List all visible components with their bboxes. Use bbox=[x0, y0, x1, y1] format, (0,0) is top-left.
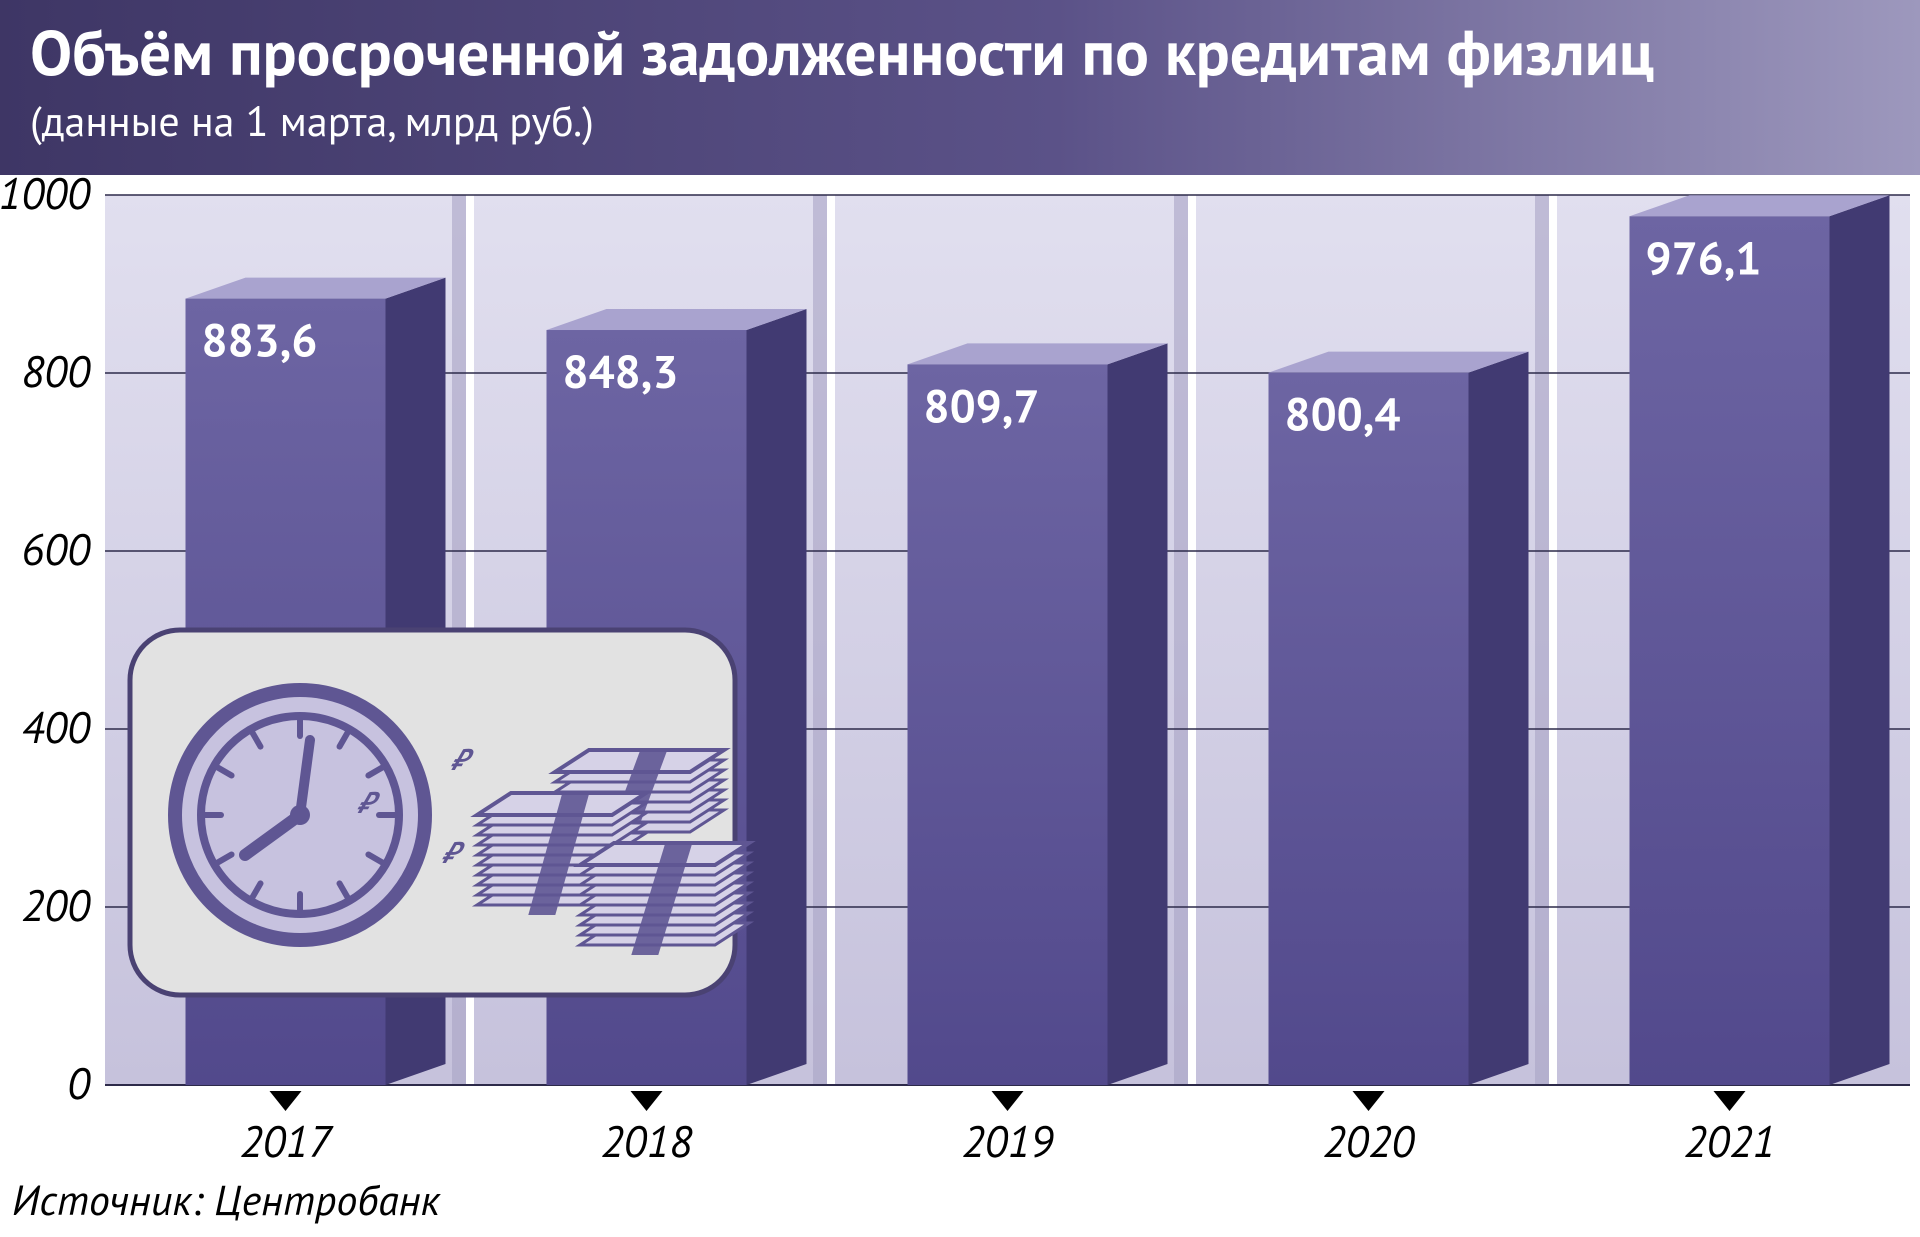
y-tick-label: 600 bbox=[21, 521, 91, 578]
y-tick-label: 1000 bbox=[0, 175, 91, 222]
x-tick-marker bbox=[1714, 1091, 1746, 1111]
bar-chart: 0 200 400 600 800 1000 883,6 848,3 809,7 800,4 97… bbox=[0, 175, 1920, 1177]
x-tick-label: 2017 bbox=[240, 1113, 335, 1170]
chart-subtitle: (данные на 1 марта, млрд руб.) bbox=[30, 93, 1890, 148]
bar: 976,1 bbox=[1630, 195, 1890, 1085]
bar-value-label: 809,7 bbox=[924, 375, 1040, 435]
x-tick-marker bbox=[270, 1091, 302, 1111]
x-tick-label: 2021 bbox=[1684, 1113, 1776, 1170]
bar: 800,4 bbox=[1269, 352, 1529, 1085]
source-text: Источник: Центробанк bbox=[12, 1172, 440, 1227]
y-tick-label: 200 bbox=[21, 877, 91, 934]
bar-value-label: 848,3 bbox=[563, 341, 679, 401]
bar: 809,7 bbox=[908, 343, 1168, 1085]
icon-card: ₽₽₽ bbox=[130, 630, 749, 995]
y-tick-label: 0 bbox=[67, 1055, 91, 1112]
y-tick-label: 400 bbox=[21, 699, 91, 756]
clock-icon bbox=[175, 690, 425, 940]
bar-value-label: 976,1 bbox=[1646, 227, 1762, 287]
x-tick-label: 2020 bbox=[1323, 1113, 1416, 1170]
bar-value-label: 800,4 bbox=[1285, 384, 1401, 444]
y-tick-label: 800 bbox=[21, 343, 91, 400]
bar-value-label: 883,6 bbox=[202, 310, 318, 370]
chart-title: Объём просроченной задолженности по кред… bbox=[30, 18, 1890, 87]
infographic-container: Объём просроченной задолженности по кред… bbox=[0, 0, 1920, 1237]
x-tick-marker bbox=[1353, 1091, 1385, 1111]
x-tick-marker bbox=[631, 1091, 663, 1111]
chart-header: Объём просроченной задолженности по кред… bbox=[0, 0, 1920, 175]
x-tick-marker bbox=[992, 1091, 1024, 1111]
x-tick-label: 2019 bbox=[962, 1113, 1055, 1170]
x-tick-label: 2018 bbox=[601, 1113, 694, 1170]
